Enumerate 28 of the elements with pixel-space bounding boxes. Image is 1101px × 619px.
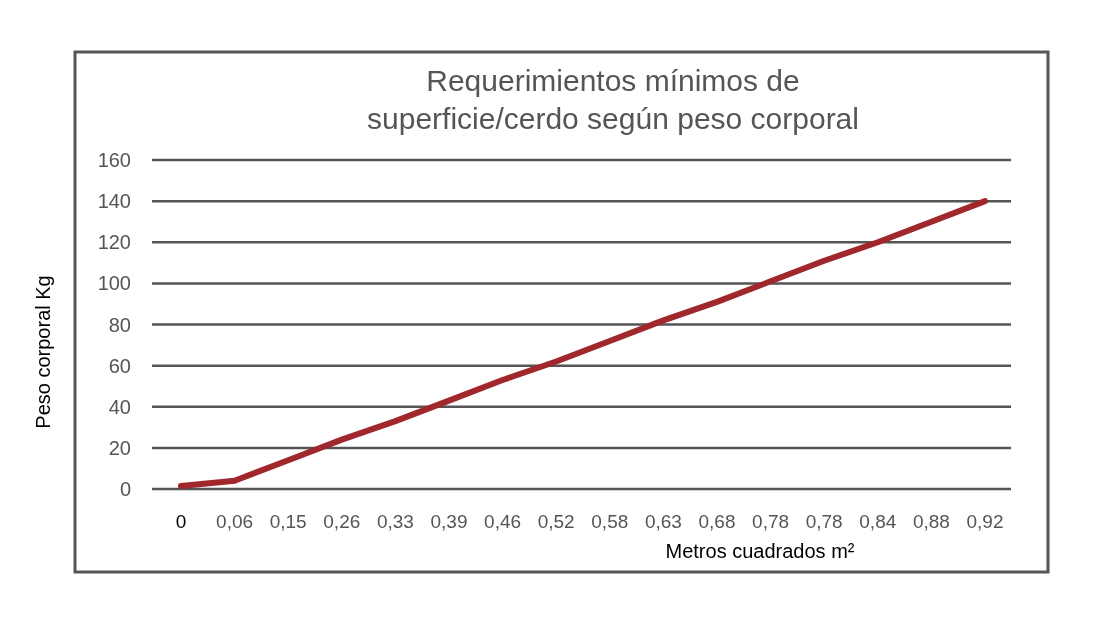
x-tick-label: 0,33	[376, 511, 414, 532]
x-tick-label: 0,78	[805, 511, 843, 532]
y-tick-label: 80	[108, 313, 131, 336]
y-tick-label: 120	[97, 231, 131, 254]
x-tick-label: 0,06	[216, 511, 254, 532]
x-tick-label: 0,88	[912, 511, 950, 532]
x-tick-label: 0,15	[269, 511, 307, 532]
x-tick-label: 0,78	[752, 511, 790, 532]
x-tick-label: 0	[175, 511, 187, 532]
x-tick-label: 0,92	[966, 511, 1004, 532]
x-tick-label: 0,52	[537, 511, 575, 532]
x-tick-label: 0,58	[591, 511, 629, 532]
x-tick-label: 0,68	[698, 511, 736, 532]
x-tick-label: 0,46	[484, 511, 522, 532]
y-tick-label: 60	[108, 354, 131, 377]
y-tick-label: 160	[97, 149, 131, 171]
x-tick-label: 0,63	[644, 511, 682, 532]
y-tick-label: 0	[119, 478, 131, 500]
y-tick-label: 140	[97, 190, 131, 213]
x-tick-label: 0,26	[323, 511, 361, 532]
x-tick-label: 0,39	[430, 511, 468, 532]
x-tick-label: 0,84	[859, 511, 897, 532]
y-tick-label: 100	[97, 272, 131, 295]
y-axis-title: Peso corporal Kg	[32, 275, 54, 429]
chart-title: Requerimientos mínimos de superficie/cerdo según peso corporal	[367, 64, 859, 135]
y-tick-label: 20	[108, 436, 131, 459]
y-tick-label: 40	[108, 395, 131, 418]
x-axis-title: Metros cuadrados m²	[665, 540, 855, 562]
